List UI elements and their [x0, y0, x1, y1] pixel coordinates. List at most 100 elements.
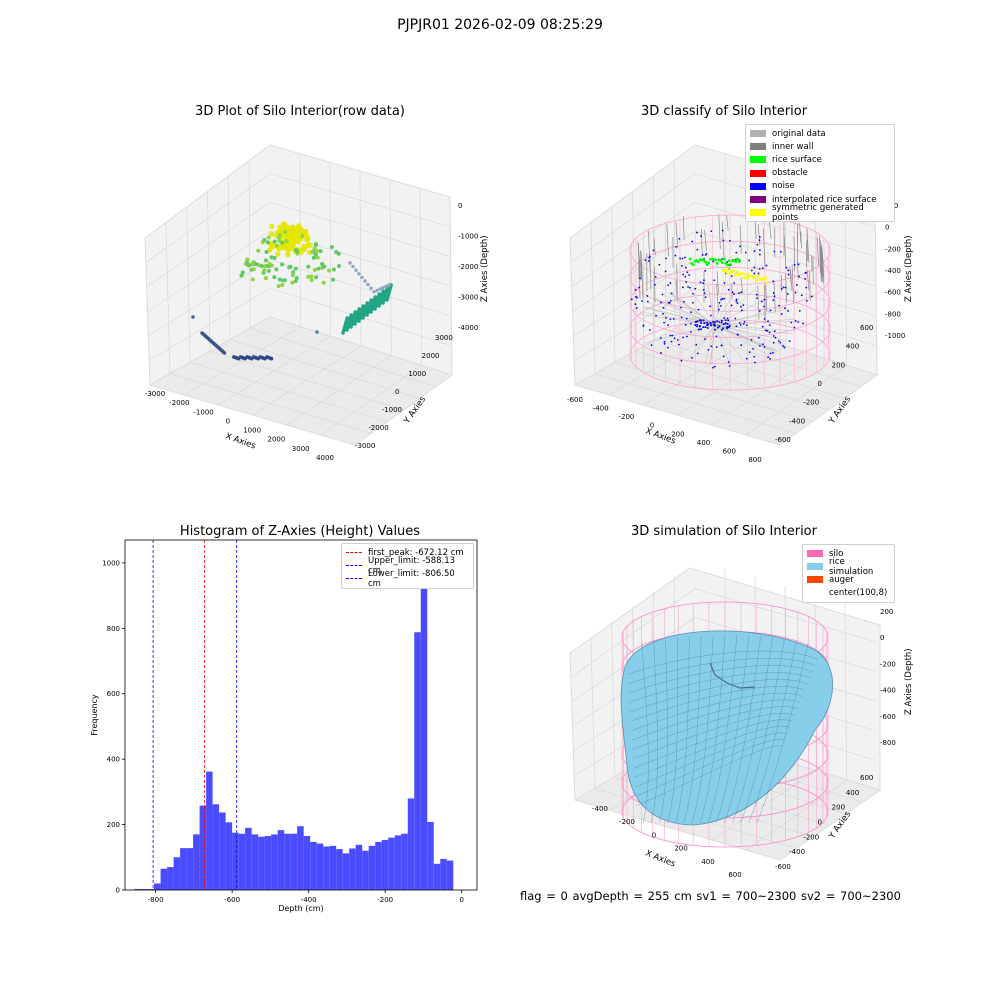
raw-point — [357, 307, 361, 311]
noise-point — [773, 295, 776, 298]
histogram-bar — [303, 836, 311, 890]
noise-point — [662, 306, 665, 309]
noise-point — [682, 286, 684, 289]
noise-point — [722, 327, 725, 330]
noise-point — [692, 301, 694, 304]
noise-point — [726, 322, 729, 325]
histogram-frame — [124, 539, 478, 891]
rice-surface-point — [707, 261, 711, 265]
cls-y-tick-label: 400 — [846, 343, 859, 351]
hist-y-label: Frequency — [90, 694, 99, 736]
histogram-bar — [440, 858, 447, 890]
raw-x-tick-label: 4000 — [316, 454, 334, 462]
hist-legend-entry: first_peak: -672.12 cm — [346, 546, 469, 559]
inner-wall-point — [765, 282, 768, 311]
noise-point — [672, 318, 675, 320]
sim-y-tick-label: 400 — [846, 789, 859, 797]
original-data-line — [637, 313, 716, 326]
sim-legend-swatch — [807, 563, 823, 571]
raw-z-tick-label: -4000 — [458, 324, 478, 332]
noise-point — [784, 286, 787, 289]
raw-point — [354, 268, 358, 272]
symmetric-point — [728, 272, 731, 276]
noise-point — [690, 330, 692, 333]
noise-point — [745, 324, 748, 327]
cls-legend-label: rice surface — [772, 154, 822, 165]
noise-point — [680, 316, 683, 319]
classify-panel-title: 3D classify of Silo Interior — [640, 104, 808, 119]
noise-point — [750, 269, 753, 272]
rice-mesh-line — [756, 642, 809, 824]
noise-point — [691, 356, 693, 359]
noise-point — [692, 292, 694, 295]
inner-wall-point — [641, 260, 644, 299]
cls-y-tick-label: -400 — [789, 417, 805, 425]
noise-point — [748, 259, 751, 262]
raw-point — [306, 242, 312, 248]
rice-mesh-line — [675, 636, 690, 824]
histogram-bar — [316, 843, 324, 890]
cls-legend-label: obstacle — [772, 168, 808, 179]
sim-x-tick-label: 200 — [674, 845, 687, 853]
raw-point — [280, 282, 285, 287]
noise-point — [753, 361, 756, 364]
noise-point — [759, 249, 761, 251]
inner-wall-point — [791, 264, 794, 303]
simulation-x-ticks: -400 -200 0 200 400 600 — [592, 805, 742, 879]
inner-wall-point — [649, 253, 652, 290]
noise-point — [704, 269, 707, 272]
noise-point — [706, 321, 709, 324]
noise-point — [654, 275, 657, 278]
noise-point — [798, 275, 801, 278]
raw-point — [348, 261, 352, 265]
raw-point — [287, 236, 293, 242]
raw-point — [349, 313, 353, 317]
histogram-bar — [427, 821, 434, 890]
noise-point — [720, 344, 723, 347]
noise-point — [733, 293, 735, 295]
noise-point — [756, 243, 759, 246]
raw-3d-plot[interactable]: -3000 -2000 -1000 0 1000 2000 3000 4000 -3000 -2… — [130, 140, 490, 470]
noise-point — [722, 239, 725, 242]
noise-point — [731, 291, 734, 294]
original-data-line — [710, 324, 716, 365]
noise-point — [805, 271, 807, 274]
noise-point — [726, 317, 729, 320]
noise-point — [661, 293, 664, 296]
noise-point — [782, 286, 785, 289]
sim-y-tick-label: 600 — [860, 774, 873, 782]
raw-point — [373, 295, 377, 299]
raw-y-tick-label: 2000 — [422, 352, 440, 360]
noise-point — [698, 324, 701, 327]
noise-point — [810, 295, 813, 298]
raw-point — [327, 268, 332, 273]
raw-point — [275, 251, 281, 257]
cls-legend-entry: obstacle — [750, 167, 890, 180]
noise-point — [663, 340, 666, 343]
noise-point — [696, 320, 699, 323]
noise-point — [648, 256, 651, 259]
inner-wall-point — [700, 228, 703, 257]
symmetric-point — [742, 276, 746, 280]
raw-point — [299, 228, 306, 234]
histogram-bar — [375, 841, 382, 890]
original-data-line — [714, 324, 769, 356]
inner-wall-point — [653, 238, 656, 256]
raw-point — [337, 264, 342, 269]
noise-point — [763, 305, 765, 308]
noise-point — [769, 352, 772, 355]
hist-legend-label: first_peak: -672.12 cm — [368, 547, 464, 558]
rice-mesh-line — [699, 634, 726, 824]
cls-x-tick-label: 800 — [748, 456, 761, 464]
noise-point — [768, 331, 771, 334]
noise-point — [773, 250, 776, 253]
raw-x-tick-label: 1000 — [243, 427, 261, 435]
noise-point — [724, 319, 727, 322]
noise-point — [713, 365, 716, 368]
noise-point — [644, 259, 647, 262]
noise-point — [685, 281, 688, 283]
noise-point — [763, 346, 766, 348]
raw-point — [331, 267, 336, 272]
raw-point — [269, 356, 274, 361]
